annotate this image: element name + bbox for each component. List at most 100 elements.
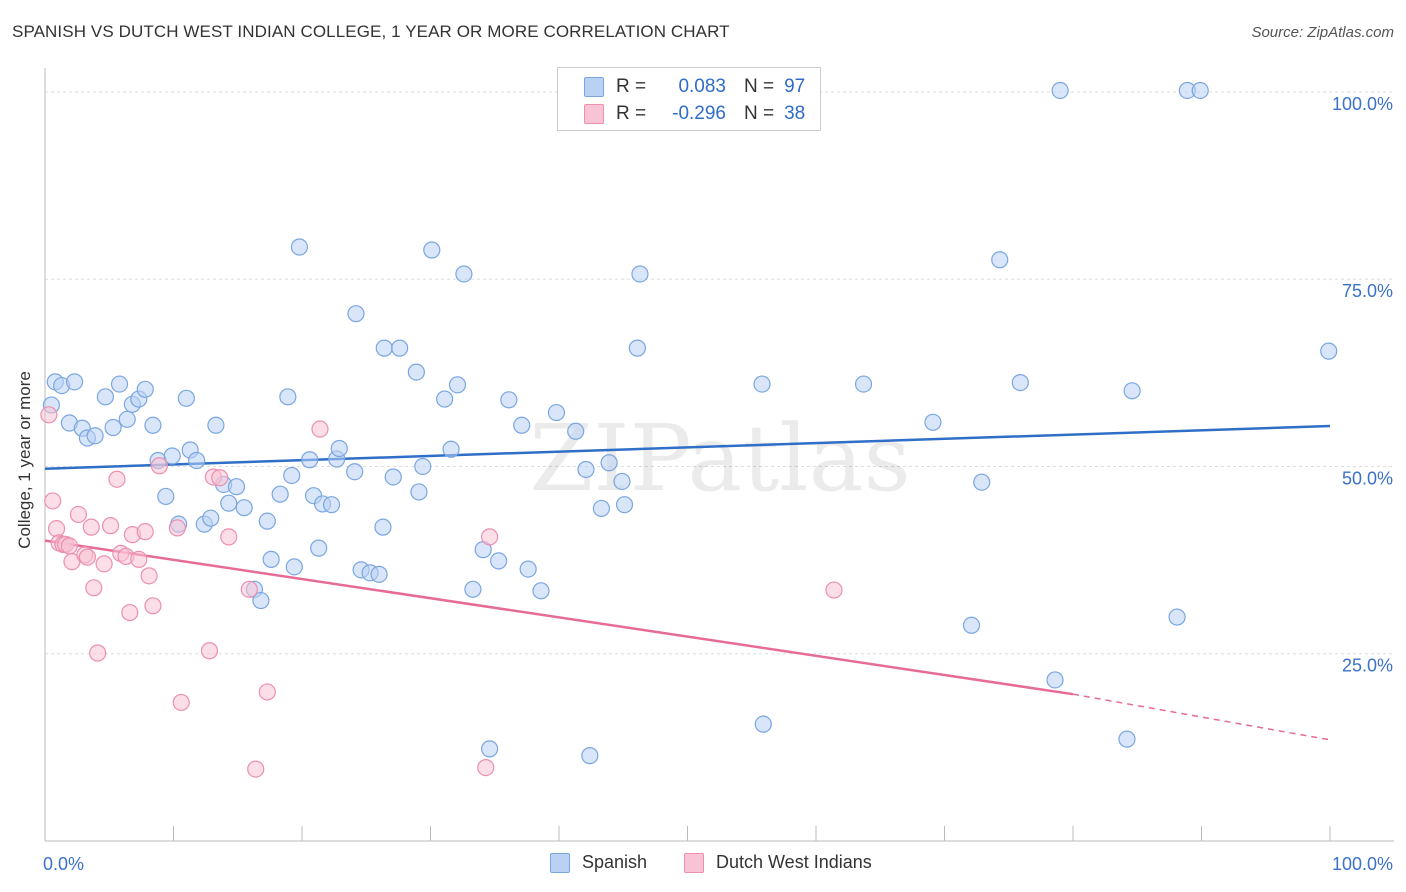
spanish-point [592,499,611,518]
r-value: -0.296 [672,103,726,124]
spanish-point [547,403,566,422]
legend-label-spanish: Spanish [582,852,648,872]
spanish-point [188,451,206,470]
spanish-point [104,418,122,437]
spanish-point [410,483,428,501]
dutch-point [69,505,88,524]
spanish-point [1051,81,1069,100]
y-tick-label: 100.0% [1332,94,1393,114]
spanish-point [464,580,482,598]
dutch-point [101,517,120,535]
dutch-trend-line-extended [1072,693,1331,741]
n-value: 97 [784,76,806,97]
spanish-point [157,487,175,506]
legend-label-dutch: Dutch West Indians [716,852,872,872]
spanish-point [262,550,280,568]
n-label: N = [744,76,775,97]
axes [44,68,1394,842]
spanish-point [490,552,508,570]
dutch-point [825,581,843,599]
dutch-point [211,469,229,487]
dutch-point [121,603,139,622]
dutch-point [95,555,113,573]
spanish-point [631,265,649,283]
spanish-point [110,375,129,393]
spanish-point [448,376,467,394]
spanish-swatch [584,77,604,97]
legend-row-dutch: R = -0.296 N = 38 [584,100,805,128]
dutch-point [85,579,103,597]
dutch-point [240,580,258,598]
x-tick-label: 100.0% [1332,854,1393,874]
spanish-point [628,339,646,357]
dutch-point [144,597,162,615]
y-tick-label: 75.0% [1342,281,1393,301]
spanish-point [136,380,154,398]
spanish-point [1118,730,1136,748]
data-points [40,81,1338,778]
r-value: 0.083 [678,76,726,97]
y-tick-label: 25.0% [1342,656,1393,676]
spanish-point [235,499,253,517]
dutch-point [136,523,154,541]
spanish-point [220,494,238,512]
spanish-point [118,410,136,428]
spanish-point [600,454,618,472]
spanish-point [347,305,365,323]
dutch-point [140,567,158,585]
legend-item-spanish[interactable]: Spanish [550,852,647,873]
dutch-point [220,528,238,546]
n-label: N = [744,103,775,124]
spanish-point [279,388,297,406]
spanish-point [423,241,441,259]
spanish-point [96,388,114,406]
dutch-trend-line [44,539,1074,696]
dutch-point [258,683,276,701]
spanish-point [322,496,341,514]
spanish-point [615,496,634,514]
spanish-point [346,463,364,481]
spanish-point [442,440,460,458]
spanish-point [258,512,276,530]
spanish-point [86,427,104,445]
dutch-point [200,642,219,660]
dutch-point [82,518,100,536]
spanish-point [202,509,220,527]
spanish-point [991,251,1009,269]
spanish-point [252,591,270,610]
spanish-point [227,478,246,496]
spanish-point [290,238,309,256]
n-value: 38 [784,103,806,124]
spanish-point [177,389,195,407]
legend-item-dutch[interactable]: Dutch West Indians [684,852,872,873]
spanish-point [301,451,319,469]
dutch-point [89,644,107,662]
dutch-point [477,758,495,777]
spanish-point [271,485,289,503]
watermark: ZIPatlas [529,405,910,512]
dutch-point [78,548,97,566]
spanish-point [283,466,301,485]
spanish-point [207,416,225,434]
spanish-point [973,473,991,491]
dutch-point [130,550,148,568]
spanish-point [481,740,499,758]
spanish-point [310,539,328,557]
y-axis-label: College, 1 year or more [15,371,34,549]
y-axis-label-container: College, 1 year or more [0,340,50,580]
spanish-point [285,558,303,576]
dutch-swatch [584,104,604,124]
dutch-point [60,537,79,555]
r-label: R = [616,103,647,124]
spanish-trend-line [44,424,1331,470]
tick-labels: 25.0% 50.0% 75.0% 100.0% 0.0% 100.0% [43,94,1393,874]
spanish-point [1011,373,1029,392]
spanish-point [1046,671,1064,689]
spanish-point [330,439,348,458]
spanish-point [500,391,518,409]
spanish-point [567,422,585,440]
spanish-point [65,373,84,391]
chart-title: SPANISH VS DUTCH WEST INDIAN COLLEGE, 1 … [12,22,730,41]
spanish-point [754,715,772,733]
